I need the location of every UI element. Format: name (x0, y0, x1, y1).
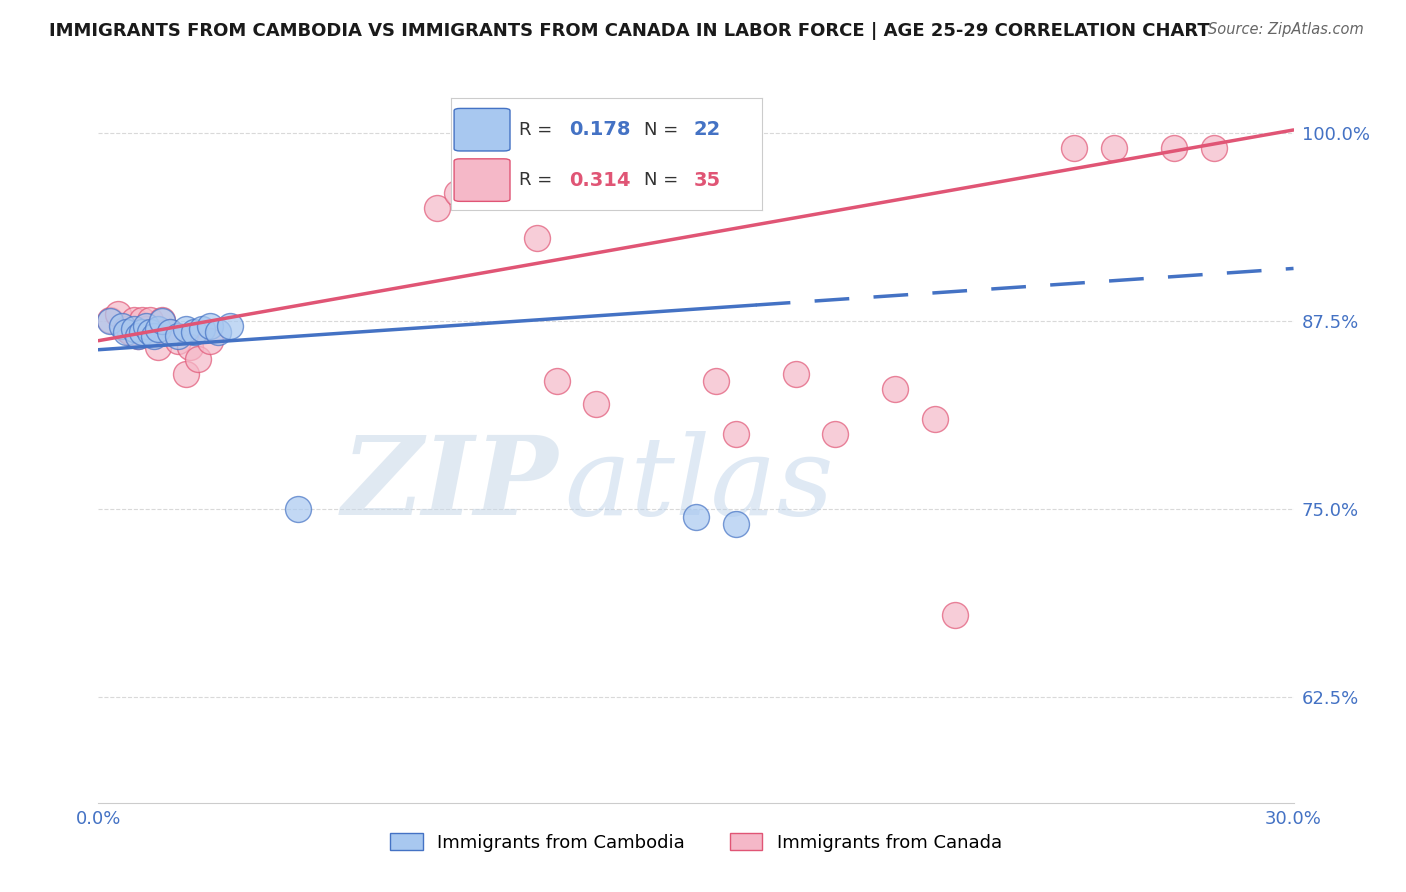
Point (685, 509, 707, 524)
Point (120, 325, 142, 339)
Text: Source: ZipAtlas.com: Source: ZipAtlas.com (1208, 22, 1364, 37)
Point (139, 325, 162, 339)
Point (724, 517, 747, 532)
Point (724, 427, 747, 442)
Point (150, 312, 173, 326)
Text: ZIP: ZIP (342, 431, 558, 539)
Point (174, 321, 197, 335)
Point (148, 321, 170, 335)
Point (155, 325, 177, 339)
Point (115, 321, 138, 335)
Point (824, 427, 846, 442)
Point (191, 321, 214, 335)
Point (943, 607, 966, 622)
Point (143, 329, 166, 343)
Point (111, 318, 134, 333)
Point (1202, 141, 1225, 155)
Point (1104, 141, 1126, 155)
Point (115, 325, 138, 339)
Point (207, 325, 229, 339)
Point (198, 318, 221, 333)
Point (143, 325, 166, 339)
Point (526, 231, 548, 245)
Point (287, 502, 309, 516)
Point (1163, 141, 1185, 155)
Point (139, 312, 162, 326)
Point (98, 314, 122, 328)
Point (785, 367, 807, 381)
Point (585, 397, 607, 411)
Point (131, 325, 153, 339)
Point (179, 340, 201, 354)
Point (167, 329, 190, 343)
Point (446, 186, 468, 201)
Point (107, 307, 129, 321)
Point (98, 312, 122, 326)
Point (1063, 141, 1085, 155)
Point (127, 329, 149, 343)
Point (148, 340, 170, 354)
Text: IMMIGRANTS FROM CAMBODIA VS IMMIGRANTS FROM CANADA IN LABOR FORCE | AGE 25-29 CO: IMMIGRANTS FROM CAMBODIA VS IMMIGRANTS F… (49, 22, 1211, 40)
Point (187, 351, 209, 366)
Point (198, 334, 221, 348)
Point (131, 312, 153, 326)
Point (704, 375, 727, 389)
Text: atlas: atlas (565, 431, 834, 539)
Point (924, 412, 946, 426)
Point (124, 321, 146, 335)
Point (426, 201, 449, 215)
Point (183, 325, 205, 339)
Point (135, 318, 157, 333)
Point (124, 312, 146, 326)
Point (135, 321, 157, 335)
Point (159, 325, 181, 339)
Point (127, 329, 149, 343)
Point (150, 314, 173, 328)
Point (546, 375, 568, 389)
Point (159, 325, 181, 339)
Point (174, 367, 197, 381)
Legend: Immigrants from Cambodia, Immigrants from Canada: Immigrants from Cambodia, Immigrants fro… (382, 826, 1010, 859)
Point (167, 334, 190, 348)
Point (884, 382, 907, 396)
Point (219, 318, 242, 333)
